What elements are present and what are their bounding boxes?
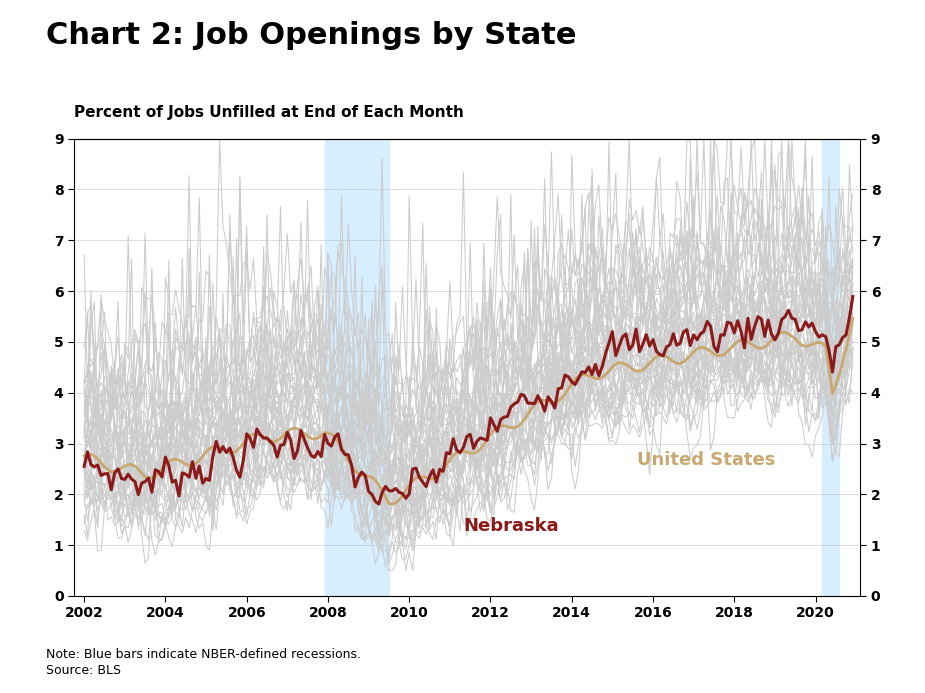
Text: Chart 2: Job Openings by State: Chart 2: Job Openings by State [46, 21, 577, 50]
Bar [325, 139, 388, 596]
Text: Source: BLS: Source: BLS [46, 664, 121, 677]
Text: Percent of Jobs Unfilled at End of Each Month: Percent of Jobs Unfilled at End of Each … [74, 105, 463, 121]
Text: Note: Blue bars indicate NBER-defined recessions.: Note: Blue bars indicate NBER-defined re… [46, 648, 362, 661]
Text: Nebraska: Nebraska [463, 517, 559, 535]
Text: United States: United States [636, 451, 775, 469]
Bar [822, 139, 839, 596]
